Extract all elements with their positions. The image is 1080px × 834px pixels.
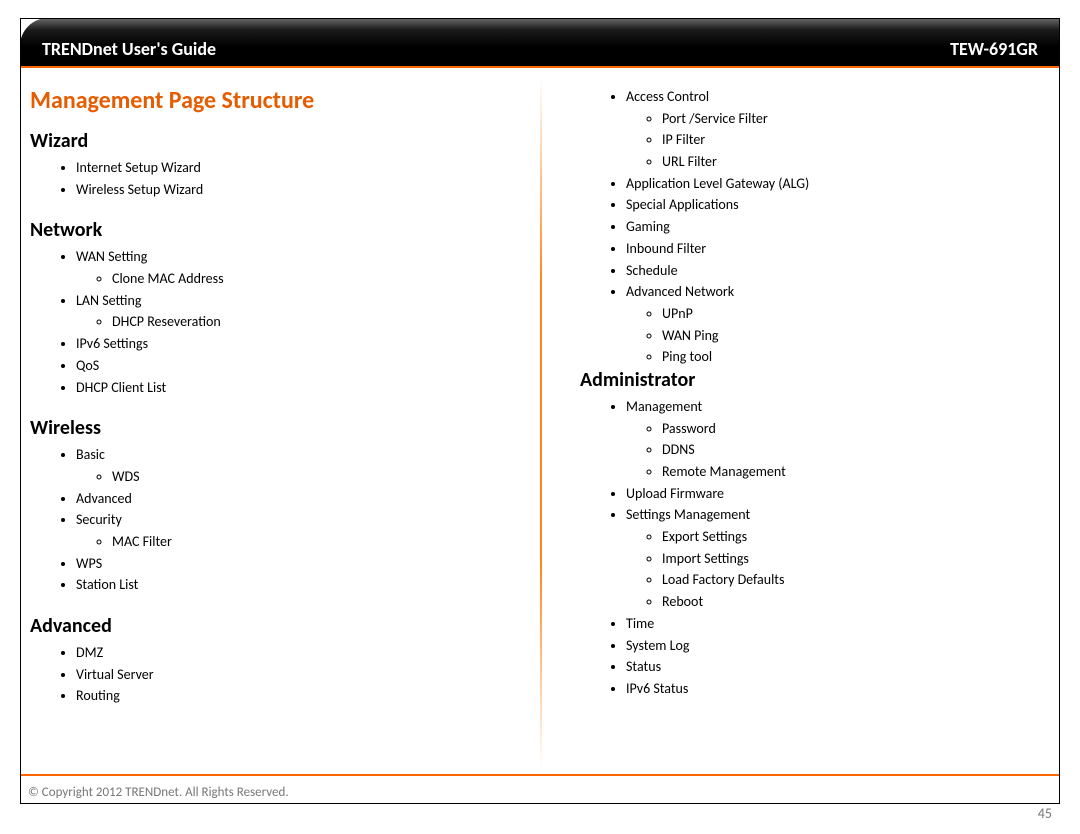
list-item: Virtual Server xyxy=(76,664,512,686)
sublist: MAC Filter xyxy=(112,531,512,553)
sublist-item: Clone MAC Address xyxy=(112,268,512,290)
list-item: Application Level Gateway (ALG) xyxy=(626,173,1032,195)
sublist: Port /Service FilterIP FilterURL Filter xyxy=(662,108,1032,173)
list-item: Special Applications xyxy=(626,194,1032,216)
list-item: QoS xyxy=(76,355,512,377)
left-column: Management Page Structure Wizard Internet… xyxy=(20,68,540,778)
list-item: IPv6 Settings xyxy=(76,333,512,355)
list-item: Internet Setup Wizard xyxy=(76,157,512,179)
list-item: DHCP Client List xyxy=(76,377,512,399)
list-item: BasicWDS xyxy=(76,444,512,487)
sublist: PasswordDDNSRemote Management xyxy=(662,418,1032,483)
sublist-item: DHCP Reseveration xyxy=(112,311,512,333)
sublist-item: Reboot xyxy=(662,591,1032,613)
section-heading: Advanced xyxy=(30,614,512,638)
right-column: Access ControlPort /Service FilterIP Fil… xyxy=(540,68,1060,778)
section-heading: Network xyxy=(30,218,512,242)
sublist-item: Import Settings xyxy=(662,548,1032,570)
sublist-item: WDS xyxy=(112,466,512,488)
list-item: Schedule xyxy=(626,260,1032,282)
list: ManagementPasswordDDNSRemote ManagementU… xyxy=(626,396,1032,700)
list-item: IPv6 Status xyxy=(626,678,1032,700)
list-item: Access ControlPort /Service FilterIP Fil… xyxy=(626,86,1032,173)
sublist: DHCP Reseveration xyxy=(112,311,512,333)
list-item: Upload Firmware xyxy=(626,483,1032,505)
sublist-item: UPnP xyxy=(662,303,1032,325)
list-item: System Log xyxy=(626,635,1032,657)
copyright-text: © Copyright 2012 TRENDnet. All Rights Re… xyxy=(28,785,289,800)
sublist: UPnPWAN PingPing tool xyxy=(662,303,1032,368)
list-item: Advanced xyxy=(76,488,512,510)
list-item: DMZ xyxy=(76,642,512,664)
section-heading: Administrator xyxy=(580,368,1032,392)
section-heading: Wireless xyxy=(30,416,512,440)
list-item: Settings ManagementExport SettingsImport… xyxy=(626,504,1032,612)
list-item: Advanced NetworkUPnPWAN PingPing tool xyxy=(626,281,1032,368)
sublist-item: Export Settings xyxy=(662,526,1032,548)
list-item: Wireless Setup Wizard xyxy=(76,179,512,201)
sublist-item: URL Filter xyxy=(662,151,1032,173)
sublist-item: Load Factory Defaults xyxy=(662,569,1032,591)
sublist: Export SettingsImport SettingsLoad Facto… xyxy=(662,526,1032,613)
list: WAN SettingClone MAC AddressLAN SettingD… xyxy=(76,246,512,398)
list-item: WPS xyxy=(76,553,512,575)
page-number: 45 xyxy=(1038,805,1052,822)
list-item: LAN SettingDHCP Reseveration xyxy=(76,290,512,333)
sublist-item: Password xyxy=(662,418,1032,440)
section-heading: Wizard xyxy=(30,129,512,153)
sublist-item: DDNS xyxy=(662,439,1032,461)
list-item: WAN SettingClone MAC Address xyxy=(76,246,512,289)
column-divider xyxy=(540,78,542,768)
sublist: WDS xyxy=(112,466,512,488)
list-item: Routing xyxy=(76,685,512,707)
page-title: Management Page Structure xyxy=(30,86,512,115)
list: BasicWDSAdvancedSecurityMAC FilterWPSSta… xyxy=(76,444,512,596)
list-item: Station List xyxy=(76,574,512,596)
sublist-item: IP Filter xyxy=(662,129,1032,151)
sublist-item: Port /Service Filter xyxy=(662,108,1032,130)
page-header: TRENDnet User's Guide TEW-691GR xyxy=(20,18,1060,68)
list-item: ManagementPasswordDDNSRemote Management xyxy=(626,396,1032,483)
header-title-right: TEW-691GR xyxy=(950,38,1038,60)
sublist-item: Ping tool xyxy=(662,346,1032,368)
footer-rule xyxy=(20,774,1060,776)
sublist-item: Remote Management xyxy=(662,461,1032,483)
footer: © Copyright 2012 TRENDnet. All Rights Re… xyxy=(28,785,1052,800)
list-item: SecurityMAC Filter xyxy=(76,509,512,552)
list-item: Inbound Filter xyxy=(626,238,1032,260)
sublist-item: WAN Ping xyxy=(662,325,1032,347)
list: DMZVirtual ServerRouting xyxy=(76,642,512,707)
sublist: Clone MAC Address xyxy=(112,268,512,290)
list-item: Time xyxy=(626,613,1032,635)
right-top-list: Access ControlPort /Service FilterIP Fil… xyxy=(626,86,1032,368)
sublist-item: MAC Filter xyxy=(112,531,512,553)
list-item: Status xyxy=(626,656,1032,678)
list: Internet Setup WizardWireless Setup Wiza… xyxy=(76,157,512,200)
header-title-left: TRENDnet User's Guide xyxy=(42,38,216,60)
list-item: Gaming xyxy=(626,216,1032,238)
content-area: Management Page Structure Wizard Internet… xyxy=(20,68,1060,778)
